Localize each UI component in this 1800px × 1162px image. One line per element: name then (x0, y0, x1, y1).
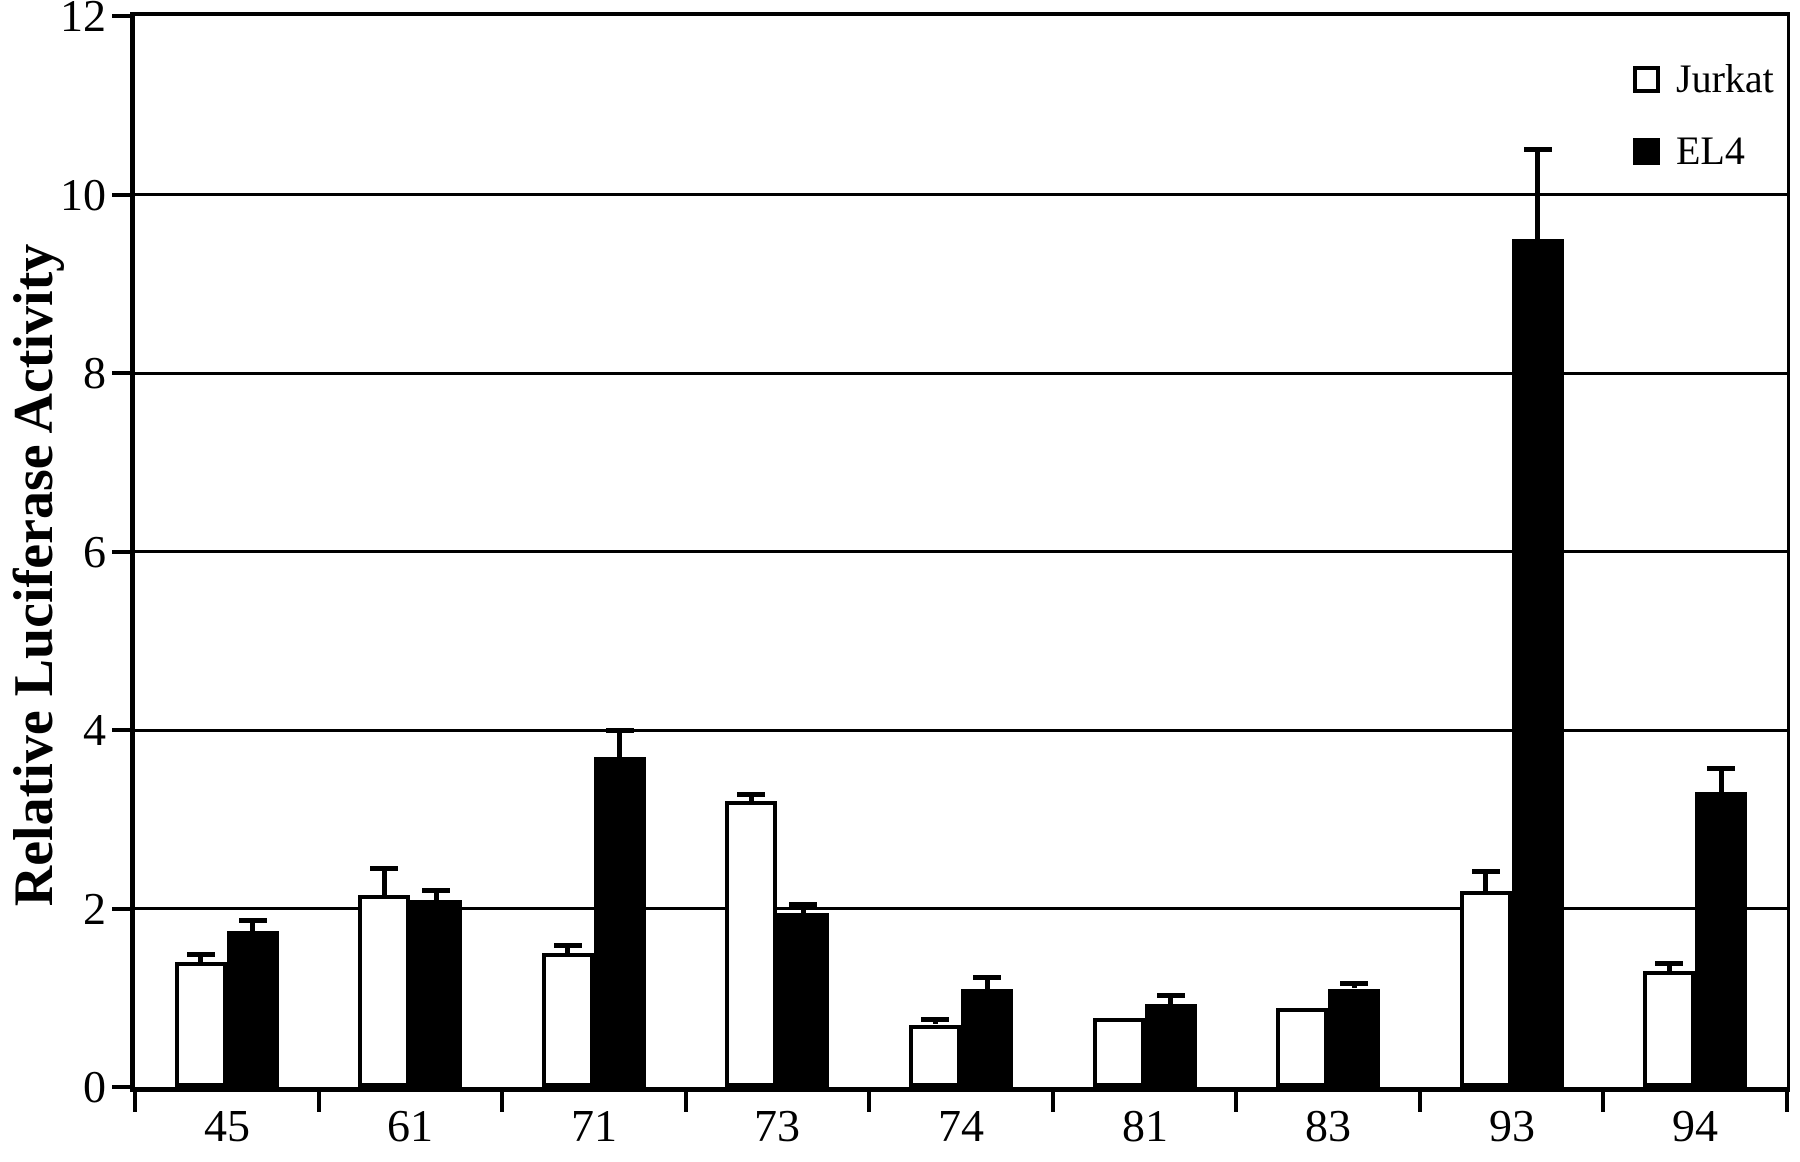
y-tick-2 (112, 907, 130, 911)
error-bar-cap-el4-45 (239, 918, 267, 923)
y-tick-label-4: 4 (83, 704, 106, 755)
bar-jurkat-45 (175, 962, 227, 1087)
bar-jurkat-73 (725, 801, 777, 1087)
error-bar-cap-el4-94 (1707, 766, 1735, 771)
error-bar-cap-el4-61 (422, 888, 450, 893)
error-bar-stem-jurkat-45 (198, 955, 203, 962)
error-bar-cap-el4-74 (973, 975, 1001, 980)
x-axis-label-74: 74 (938, 1100, 984, 1151)
bar-el4-45 (227, 931, 279, 1087)
x-tick-9 (1785, 1092, 1789, 1112)
y-tick-0 (112, 1085, 130, 1089)
x-axis-label-81: 81 (1122, 1100, 1168, 1151)
error-bar-cap-el4-83 (1340, 981, 1368, 986)
error-bar-stem-el4-94 (1719, 768, 1724, 792)
y-tick-12 (112, 14, 130, 18)
error-bar-stem-jurkat-93 (1483, 871, 1488, 891)
bar-el4-61 (410, 900, 462, 1087)
error-bar-stem-jurkat-71 (565, 946, 570, 953)
x-axis-label-73: 73 (754, 1100, 800, 1151)
bar-jurkat-83 (1276, 1008, 1328, 1087)
error-bar-stem-jurkat-61 (382, 868, 387, 895)
x-axis-label-45: 45 (204, 1100, 250, 1151)
bar-el4-74 (961, 989, 1013, 1087)
y-tick-label-12: 12 (60, 0, 106, 41)
bar-jurkat-93 (1460, 891, 1512, 1087)
bar-jurkat-81 (1093, 1018, 1145, 1087)
y-tick-label-2: 2 (83, 883, 106, 934)
x-axis-label-83: 83 (1305, 1100, 1351, 1151)
x-tick-2 (500, 1092, 504, 1112)
error-bar-cap-jurkat-45 (187, 952, 215, 957)
bar-jurkat-74 (909, 1025, 961, 1087)
bar-jurkat-61 (358, 895, 410, 1087)
error-bar-stem-jurkat-73 (749, 794, 754, 801)
x-tick-0 (133, 1092, 137, 1112)
x-tick-6 (1234, 1092, 1238, 1112)
legend-label-jurkat: Jurkat (1676, 56, 1774, 101)
y-tick-label-6: 6 (83, 526, 106, 577)
error-bar-cap-jurkat-93 (1472, 869, 1500, 874)
bar-el4-83 (1328, 989, 1380, 1087)
error-bar-cap-el4-73 (789, 902, 817, 907)
y-tick-6 (112, 550, 130, 554)
x-tick-3 (684, 1092, 688, 1112)
error-bar-cap-el4-71 (606, 728, 634, 733)
bar-jurkat-94 (1643, 971, 1695, 1087)
legend-row-el4: EL4 (1633, 128, 1774, 174)
error-bar-stem-el4-61 (434, 891, 439, 900)
bar-el4-73 (777, 913, 829, 1087)
x-axis-label-94: 94 (1672, 1100, 1718, 1151)
x-tick-4 (867, 1092, 871, 1112)
error-bar-cap-jurkat-73 (737, 792, 765, 797)
y-tick-label-8: 8 (83, 347, 106, 398)
x-axis-label-71: 71 (571, 1100, 617, 1151)
x-axis-label-61: 61 (387, 1100, 433, 1151)
legend-swatch-jurkat-icon (1633, 65, 1660, 93)
y-tick-label-0: 0 (83, 1061, 106, 1112)
y-tick-10 (112, 193, 130, 197)
gridline-10 (135, 193, 1787, 196)
error-bar-cap-jurkat-74 (921, 1017, 949, 1022)
gridline-6 (135, 550, 1787, 553)
bar-el4-81 (1145, 1004, 1197, 1087)
error-bar-stem-el4-45 (250, 920, 255, 931)
legend-label-el4: EL4 (1676, 128, 1745, 173)
error-bar-stem-el4-71 (617, 731, 622, 757)
error-bar-stem-el4-93 (1535, 150, 1540, 239)
x-tick-7 (1418, 1092, 1422, 1112)
error-bar-cap-jurkat-94 (1655, 961, 1683, 966)
gridline-8 (135, 372, 1787, 375)
bar-el4-94 (1695, 792, 1747, 1087)
gridline-4 (135, 729, 1787, 732)
y-tick-4 (112, 728, 130, 732)
x-axis-label-93: 93 (1489, 1100, 1535, 1151)
legend-row-jurkat: Jurkat (1633, 56, 1774, 102)
error-bar-cap-el4-93 (1524, 147, 1552, 152)
error-bar-stem-el4-81 (1168, 995, 1173, 1004)
y-tick-8 (112, 371, 130, 375)
x-tick-8 (1601, 1092, 1605, 1112)
error-bar-stem-el4-74 (985, 977, 990, 989)
gridline-2 (135, 907, 1787, 910)
y-tick-label-10: 10 (60, 169, 106, 220)
error-bar-cap-jurkat-61 (370, 866, 398, 871)
x-tick-1 (317, 1092, 321, 1112)
error-bar-cap-el4-81 (1157, 993, 1185, 998)
bar-jurkat-71 (542, 953, 594, 1087)
legend-swatch-el4-icon (1633, 137, 1660, 165)
bar-el4-93 (1512, 239, 1564, 1087)
bar-el4-71 (594, 757, 646, 1087)
legend: Jurkat EL4 (1633, 56, 1774, 200)
plot-area (130, 12, 1790, 1092)
error-bar-stem-el4-73 (801, 904, 806, 913)
error-bar-cap-jurkat-71 (554, 943, 582, 948)
x-tick-5 (1051, 1092, 1055, 1112)
error-bar-stem-jurkat-94 (1667, 964, 1672, 971)
